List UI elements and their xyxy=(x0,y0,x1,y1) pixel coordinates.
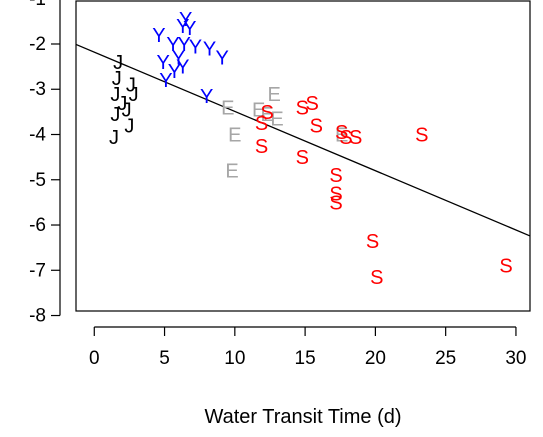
point-e: E xyxy=(221,97,234,119)
point-j: J xyxy=(109,127,119,149)
point-y: Y xyxy=(200,86,213,108)
point-s: S xyxy=(349,127,362,149)
y-tick-label: -6 xyxy=(29,215,46,236)
point-s: S xyxy=(296,147,309,169)
point-y: Y xyxy=(156,52,169,74)
point-y: Y xyxy=(216,48,229,70)
point-y: Y xyxy=(176,16,189,38)
point-y: Y xyxy=(172,48,185,70)
point-y: Y xyxy=(168,61,181,83)
point-s: S xyxy=(366,231,379,253)
point-y: Y xyxy=(166,34,179,56)
point-y: Y xyxy=(203,39,216,61)
point-e: E xyxy=(335,125,348,147)
y-tick-label: -3 xyxy=(29,79,46,100)
x-tick-label: 30 xyxy=(505,348,526,369)
x-tick-label: 0 xyxy=(89,348,100,369)
point-s: S xyxy=(255,136,268,158)
point-s: S xyxy=(329,192,342,214)
y-tick-label: -8 xyxy=(29,306,46,327)
point-s: S xyxy=(296,97,309,119)
point-e: E xyxy=(228,125,241,147)
point-j: J xyxy=(110,84,120,106)
point-e: E xyxy=(252,100,265,122)
x-axis: 0 5 10 15 20 25 30 xyxy=(89,326,527,369)
point-y: Y xyxy=(159,70,172,92)
point-j: J xyxy=(126,75,136,97)
x-tick-label: 5 xyxy=(159,348,170,369)
point-y: Y xyxy=(178,34,191,56)
point-y: Y xyxy=(176,57,189,79)
y-tick-label: -4 xyxy=(29,125,46,146)
point-y: Y xyxy=(189,36,202,58)
x-tick-label: 10 xyxy=(224,348,245,369)
point-j: J xyxy=(122,100,132,122)
point-s: S xyxy=(415,125,428,147)
regression-line xyxy=(75,43,531,237)
x-tick-label: 15 xyxy=(295,348,316,369)
y-tick-label: -2 xyxy=(29,34,46,55)
point-j: J xyxy=(129,84,139,106)
point-j: J xyxy=(113,52,123,74)
x-tick-label: 25 xyxy=(435,348,456,369)
y-tick-label: -7 xyxy=(29,260,46,281)
point-j: J xyxy=(112,68,122,90)
point-e: E xyxy=(268,84,281,106)
plot-frame-group xyxy=(75,0,531,312)
point-e: E xyxy=(225,161,238,183)
point-y: Y xyxy=(183,18,196,40)
point-s: S xyxy=(335,122,348,144)
point-s: S xyxy=(305,93,318,115)
point-s: S xyxy=(499,256,512,278)
point-j: J xyxy=(124,115,134,137)
point-y: Y xyxy=(152,25,165,47)
y-axis: -1 -2 -3 -4 -5 -6 -7 -8 xyxy=(29,0,61,327)
point-s: S xyxy=(255,113,268,135)
point-e: E xyxy=(260,104,273,126)
x-tick-label: 20 xyxy=(365,348,386,369)
plot-frame xyxy=(75,0,531,312)
y-tick-label: -1 xyxy=(29,0,46,10)
x-axis-label: Water Transit Time (d) xyxy=(204,406,401,428)
point-y: Y xyxy=(179,9,192,31)
point-j: J xyxy=(117,93,127,115)
y-tick-label: -5 xyxy=(29,170,46,191)
point-s: S xyxy=(339,127,352,149)
point-s: S xyxy=(329,183,342,205)
point-s: S xyxy=(260,102,273,124)
point-e: E xyxy=(270,109,283,131)
point-j: J xyxy=(110,104,120,126)
fit-line-layer xyxy=(75,43,531,237)
point-s: S xyxy=(370,267,383,289)
point-s: S xyxy=(310,115,323,137)
point-s: S xyxy=(329,165,342,187)
